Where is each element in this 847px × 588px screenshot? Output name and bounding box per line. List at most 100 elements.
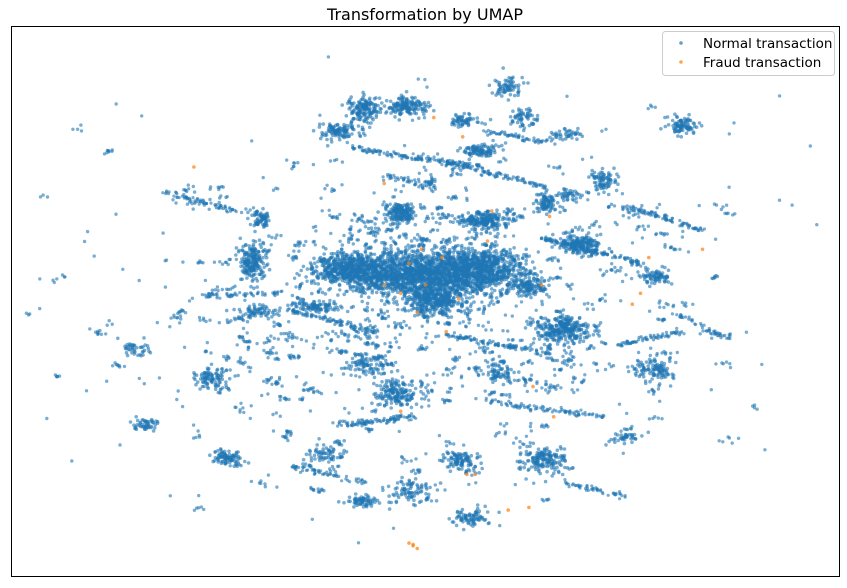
normal-transaction-point <box>626 256 630 260</box>
normal-transaction-point <box>595 488 599 492</box>
normal-transaction-point <box>422 237 426 242</box>
normal-transaction-point <box>657 202 662 207</box>
normal-transaction-point <box>269 334 273 338</box>
normal-transaction-point <box>168 494 172 498</box>
normal-transaction-point <box>505 213 509 217</box>
normal-transaction-point <box>362 149 366 153</box>
normal-transaction-point <box>675 326 679 330</box>
normal-transaction-point <box>777 198 782 202</box>
normal-transaction-point <box>365 287 369 291</box>
normal-transaction-point <box>268 348 273 352</box>
normal-transaction-point <box>452 331 456 335</box>
normal-transaction-point <box>193 199 197 203</box>
normal-transaction-point <box>199 260 203 264</box>
normal-transaction-point <box>330 215 335 220</box>
normal-transaction-point <box>376 231 380 235</box>
normal-transaction-point <box>383 354 388 358</box>
normal-transaction-point <box>225 320 230 325</box>
normal-transaction-point <box>559 386 563 390</box>
normal-transaction-point <box>370 229 374 233</box>
normal-transaction-point <box>110 148 114 152</box>
normal-transaction-point <box>646 224 651 228</box>
normal-transaction-point <box>651 338 656 342</box>
normal-transaction-point <box>678 247 682 251</box>
normal-transaction-point <box>296 240 300 244</box>
normal-transaction-point <box>318 113 322 117</box>
normal-transaction-point <box>549 139 553 143</box>
normal-transaction-point <box>328 472 332 476</box>
normal-transaction-point <box>360 424 364 428</box>
normal-transaction-point <box>583 373 587 377</box>
normal-transaction-point <box>451 170 455 174</box>
normal-transaction-point <box>447 399 451 403</box>
normal-transaction-point <box>493 240 498 244</box>
normal-transaction-point <box>216 288 220 293</box>
normal-transaction-point <box>315 389 319 393</box>
normal-transaction-point <box>553 373 557 377</box>
normal-transaction-point <box>421 152 425 156</box>
normal-transaction-point <box>674 331 678 335</box>
normal-transaction-point <box>313 243 317 247</box>
normal-transaction-point <box>381 253 385 257</box>
normal-transaction-point <box>521 442 525 446</box>
normal-transaction-point <box>323 471 327 475</box>
normal-transaction-point <box>418 202 423 207</box>
normal-transaction-point <box>259 479 263 483</box>
normal-transaction-point <box>489 328 494 332</box>
normal-transaction-point <box>328 298 332 303</box>
normal-transaction-point <box>623 257 627 261</box>
normal-transaction-point <box>708 328 712 332</box>
normal-transaction-point <box>333 470 338 474</box>
normal-transaction-point <box>245 331 249 335</box>
normal-transaction-point <box>504 393 509 397</box>
normal-transaction-point <box>619 266 623 270</box>
normal-transaction-point <box>585 307 590 311</box>
normal-transaction-point <box>486 373 490 377</box>
normal-transaction-point <box>261 175 265 180</box>
normal-transaction-point <box>424 179 428 184</box>
normal-transaction-point <box>570 358 574 362</box>
normal-transaction-point <box>384 379 389 383</box>
normal-transaction-point <box>671 303 676 307</box>
normal-transaction-point <box>396 177 400 182</box>
normal-transaction-point <box>459 172 463 177</box>
normal-transaction-point <box>322 489 326 493</box>
normal-transaction-point <box>670 312 675 316</box>
normal-transaction-point <box>391 268 396 273</box>
normal-transaction-point <box>602 253 606 257</box>
normal-transaction-point <box>338 239 342 243</box>
normal-transaction-point <box>510 314 514 318</box>
normal-transaction-point <box>524 137 528 141</box>
normal-transaction-point <box>114 102 118 106</box>
normal-transaction-point <box>341 250 346 255</box>
normal-transaction-point <box>233 284 237 288</box>
normal-transaction-point <box>201 316 206 320</box>
normal-transaction-point <box>495 174 499 178</box>
normal-transaction-point <box>450 173 454 177</box>
normal-transaction-point <box>562 348 567 353</box>
normal-transaction-point <box>157 376 162 380</box>
normal-transaction-point <box>370 219 374 224</box>
normal-transaction-point <box>506 329 510 333</box>
normal-transaction-point <box>536 250 540 254</box>
normal-transaction-point <box>225 210 229 214</box>
normal-transaction-point <box>294 285 298 289</box>
normal-transaction-point <box>429 188 434 192</box>
normal-transaction-point <box>622 427 627 431</box>
normal-transaction-point <box>242 410 246 415</box>
normal-transaction-point <box>617 255 621 260</box>
normal-transaction-point <box>481 166 485 170</box>
normal-transaction-point <box>647 417 652 421</box>
normal-transaction-point <box>361 418 365 422</box>
normal-transaction-point <box>681 229 685 234</box>
normal-transaction-point <box>639 264 643 268</box>
normal-transaction-point <box>652 390 656 394</box>
normal-transaction-point <box>331 318 335 322</box>
normal-transaction-point <box>377 228 382 232</box>
normal-transaction-point <box>114 362 119 367</box>
normal-transaction-point <box>684 315 688 319</box>
normal-transaction-point <box>642 227 647 232</box>
normal-transaction-point <box>344 474 349 478</box>
normal-transaction-point <box>727 185 731 189</box>
normal-transaction-point <box>337 464 341 468</box>
